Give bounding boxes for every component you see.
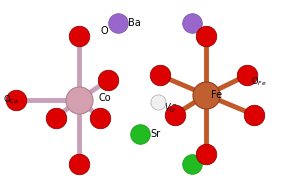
Text: O$_{Fe}$: O$_{Fe}$ — [251, 76, 266, 88]
Point — [204, 153, 209, 156]
Point — [204, 94, 209, 97]
Text: O: O — [100, 26, 108, 36]
Text: Sr: Sr — [150, 129, 160, 139]
Text: Co: Co — [98, 93, 111, 103]
Point — [158, 74, 162, 77]
Point — [189, 163, 194, 166]
Point — [138, 133, 142, 136]
Text: $V_O^-$: $V_O^-$ — [164, 101, 178, 115]
Point — [53, 116, 58, 119]
Point — [76, 34, 81, 37]
Point — [98, 116, 103, 119]
Point — [116, 22, 121, 25]
Point — [189, 22, 194, 25]
Point — [156, 100, 160, 103]
Point — [245, 74, 249, 77]
Point — [172, 113, 177, 116]
Text: O$_{Co}$: O$_{Co}$ — [3, 94, 20, 106]
Point — [204, 34, 209, 37]
Point — [106, 79, 111, 82]
Text: Ba: Ba — [128, 18, 141, 28]
Point — [14, 98, 18, 101]
Point — [252, 113, 256, 116]
Point — [76, 163, 81, 166]
Text: Fe: Fe — [211, 90, 222, 100]
Point — [76, 98, 81, 101]
